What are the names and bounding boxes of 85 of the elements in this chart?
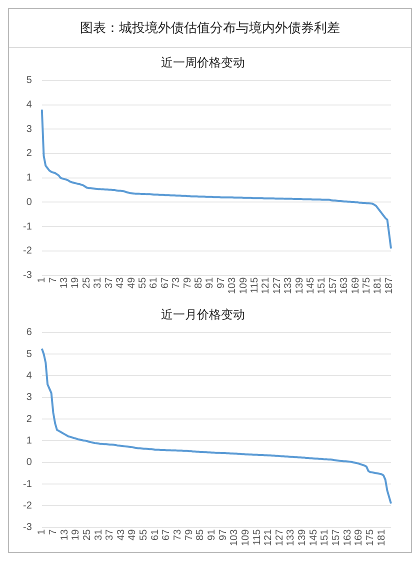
x-tick-label: 91 — [206, 528, 218, 540]
x-tick-label: 61 — [148, 276, 160, 288]
x-tick-label: 145 — [305, 276, 316, 294]
y-tick-label: -2 — [22, 246, 32, 257]
y-tick-label: 5 — [26, 75, 32, 86]
y-tick-label: 6 — [26, 327, 32, 338]
x-tick-label: 103 — [229, 528, 240, 546]
x-tick-label: 79 — [182, 276, 194, 288]
x-tick-label: 43 — [115, 276, 126, 288]
x-tick-label: 175 — [361, 276, 372, 294]
chart-subtitle: 近一周价格变动 — [161, 55, 245, 70]
x-tick-label: 55 — [138, 528, 150, 540]
chart-title: 图表：城投境外债估值分布与境内外债券利差 — [9, 9, 411, 48]
y-tick-label: 1 — [26, 435, 32, 446]
x-tick-label: 127 — [274, 528, 286, 546]
x-tick-label: 1 — [36, 528, 48, 535]
x-tick-label: 157 — [328, 276, 339, 294]
x-tick-label: 133 — [286, 528, 297, 546]
x-tick-label: 133 — [283, 276, 294, 294]
x-tick-label: 169 — [354, 528, 365, 546]
y-tick-label: -3 — [22, 522, 32, 534]
x-tick-label: 163 — [339, 276, 350, 294]
y-tick-label: 0 — [26, 196, 32, 208]
x-tick-label: 73 — [171, 276, 182, 288]
y-tick-label: -1 — [22, 478, 32, 490]
x-tick-label: 1 — [36, 276, 48, 283]
x-tick-label: 187 — [384, 276, 395, 294]
x-tick-label: 49 — [126, 276, 138, 288]
x-tick-label: 31 — [92, 276, 104, 288]
y-tick-label: -2 — [22, 500, 32, 512]
x-tick-label: 181 — [372, 276, 384, 294]
y-tick-label: 1 — [26, 172, 32, 184]
x-tick-label: 115 — [249, 276, 260, 294]
x-tick-label: 91 — [204, 276, 216, 288]
x-tick-label: 67 — [160, 276, 171, 288]
x-tick-label: 163 — [342, 528, 354, 546]
x-tick-label: 109 — [240, 528, 252, 546]
x-tick-label: 37 — [104, 276, 115, 288]
x-tick-label: 73 — [172, 528, 184, 540]
x-tick-label: 151 — [320, 528, 331, 546]
y-tick-label: 0 — [26, 457, 32, 468]
x-tick-label: 103 — [227, 276, 238, 294]
x-tick-label: 13 — [59, 276, 70, 288]
y-tick-label: 2 — [26, 148, 32, 160]
x-tick-label: 175 — [364, 528, 376, 546]
x-tick-label: 115 — [252, 528, 263, 546]
y-tick-label: 3 — [26, 124, 32, 135]
x-tick-label: 139 — [294, 276, 306, 294]
x-tick-label: 61 — [150, 528, 161, 540]
x-tick-label: 85 — [195, 528, 206, 540]
x-tick-label: 139 — [297, 528, 308, 546]
x-tick-label: 37 — [104, 528, 116, 540]
y-tick-label: -1 — [22, 221, 32, 232]
x-tick-label: 157 — [331, 528, 342, 546]
x-tick-label: 25 — [82, 528, 93, 540]
x-tick-label: 145 — [308, 528, 320, 546]
x-tick-label: 121 — [260, 276, 272, 294]
x-tick-label: 169 — [350, 276, 362, 294]
y-tick-label: 3 — [26, 392, 32, 404]
y-tick-label: 4 — [26, 370, 32, 382]
x-tick-label: 127 — [272, 276, 283, 294]
x-tick-label: 121 — [263, 528, 274, 546]
x-tick-label: 13 — [59, 528, 70, 540]
y-tick-label: 4 — [26, 100, 32, 111]
x-tick-label: 49 — [127, 528, 138, 540]
x-tick-label: 31 — [93, 528, 104, 540]
y-tick-label: 5 — [26, 348, 32, 360]
x-tick-label: 19 — [70, 276, 82, 288]
x-tick-label: 67 — [161, 528, 172, 540]
x-tick-label: 7 — [48, 276, 59, 283]
x-tick-label: 151 — [316, 276, 328, 294]
x-tick-label: 79 — [184, 528, 195, 540]
x-tick-label: 97 — [218, 528, 229, 540]
x-tick-label: 181 — [376, 528, 388, 546]
x-tick-label: 7 — [48, 528, 59, 535]
x-tick-label: 19 — [70, 528, 82, 540]
x-tick-label: 109 — [238, 276, 250, 294]
x-tick-label: 85 — [193, 276, 204, 288]
x-tick-label: 43 — [116, 528, 127, 540]
chart-title: 近一月价格变动 — [161, 307, 245, 322]
x-tick-label: 55 — [137, 276, 148, 288]
y-tick-label: -3 — [22, 270, 32, 282]
x-tick-label: 25 — [81, 276, 92, 288]
x-tick-label: 97 — [216, 276, 227, 288]
y-tick-label: 2 — [26, 414, 32, 425]
